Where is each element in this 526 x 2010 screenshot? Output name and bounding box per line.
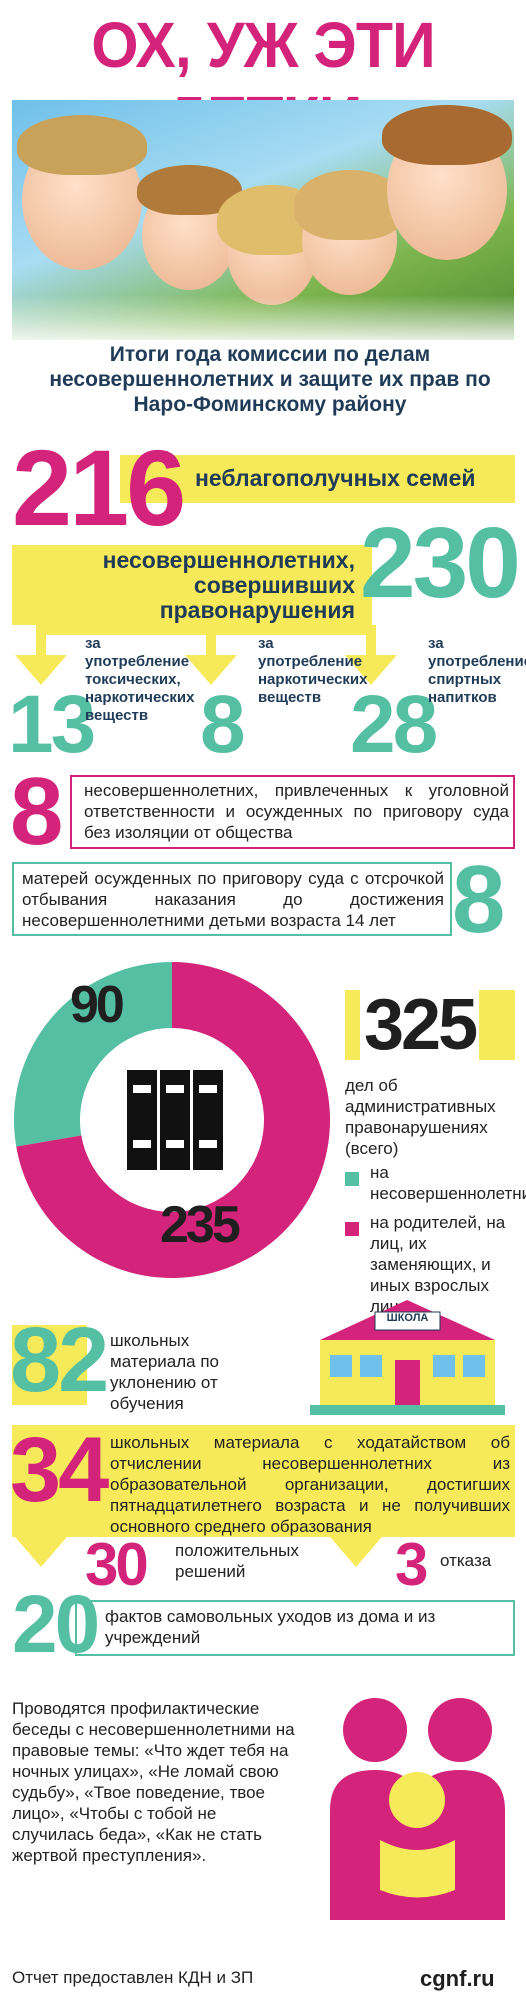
school-icon: [310, 1300, 505, 1415]
legend-swatch-adults: [345, 1222, 359, 1236]
refusal-label: отказа: [440, 1551, 492, 1570]
breakdown-drugs-label: за употребление наркотических веществ: [258, 635, 368, 706]
evasion-band: [12, 1325, 87, 1405]
runaways-value: 20: [12, 1579, 100, 1670]
arrow-refusal: [330, 1537, 382, 1567]
folders-icon: [127, 1070, 223, 1170]
offenders-value: 230: [360, 507, 521, 619]
arrow-1: [15, 655, 67, 685]
donut-value-adults: 235: [160, 1196, 241, 1254]
mothers-label: матерей осужденных по приговору суда с о…: [22, 869, 444, 930]
runaways-box: [75, 1600, 515, 1656]
families-value: 216: [12, 427, 186, 548]
footer-source: Отчет предоставлен КДН и ЗП: [12, 1968, 254, 1987]
school-sign: ШКОЛА: [386, 1312, 429, 1324]
arrow-positive: [15, 1537, 67, 1567]
legend-label-adults: на родителей, на лиц, их заменяющих, и и…: [370, 1213, 506, 1316]
donut-slice-1: [16, 962, 330, 1278]
admin-total-value: 325: [360, 985, 480, 1065]
breakdown-toxic-label: за употребление токсических, наркотическ…: [85, 635, 195, 724]
arrow-3: [345, 655, 397, 685]
families-band: [120, 455, 515, 503]
admin-total-label: дел об административных правонарушениях …: [345, 1076, 496, 1158]
convicted-value: 8: [10, 758, 63, 865]
expulsion-value: 34: [10, 1419, 109, 1521]
connector-right: [366, 625, 376, 655]
subtitle: Итоги года комиссии по делам несовершенн…: [49, 343, 491, 416]
footer-site: cgnf.ru: [420, 1966, 495, 1991]
connector-left: [36, 625, 46, 655]
runaways-label: фактов самовольных уходов из дома и из у…: [105, 1607, 436, 1647]
expulsion-band: [12, 1425, 515, 1537]
breakdown-toxic-value: 13: [8, 679, 96, 770]
breakdown-alcohol-label: за употребление спиртных напитков: [428, 635, 526, 706]
refusal-value: 3: [395, 1531, 428, 1598]
connector-middle: [206, 625, 216, 655]
hugging-people-icon: [330, 1698, 505, 1920]
legend-swatch-minors: [345, 1172, 359, 1186]
admin-cases-donut: [13, 962, 330, 1278]
donut-slice-0: [13, 962, 172, 1147]
legend-adults: [345, 1218, 359, 1236]
conversations-text: Проводятся профилактические беседы с нес…: [12, 1699, 295, 1865]
positive-value: 30: [85, 1531, 149, 1598]
families-label: неблагополучных семей: [195, 465, 476, 491]
evasion-value: 82: [10, 1309, 109, 1411]
legend-minors: [345, 1168, 359, 1186]
evasion-label: школьных материала по уклонению от обуче…: [110, 1331, 219, 1413]
breakdown-drugs-value: 8: [200, 679, 246, 770]
mothers-value: 8: [452, 846, 505, 953]
mothers-box: [12, 862, 452, 936]
convicted-box: [70, 775, 515, 849]
offenders-band: [12, 545, 372, 625]
donut-value-minors: 90: [70, 976, 125, 1034]
connector-line: [36, 625, 366, 635]
convicted-label: несовершеннолетних, привлеченных к уголо…: [84, 781, 509, 842]
expulsion-label: школьных материала с ходатайством об отч…: [110, 1433, 510, 1536]
kids-photo: [12, 100, 514, 340]
offenders-label: несовершеннолетних, совершивших правонар…: [102, 547, 355, 623]
positive-label: положительных решений: [175, 1541, 299, 1581]
legend-label-minors: на несовершеннолетних: [370, 1163, 526, 1203]
breakdown-alcohol-value: 28: [350, 679, 438, 770]
arrow-2: [185, 655, 237, 685]
